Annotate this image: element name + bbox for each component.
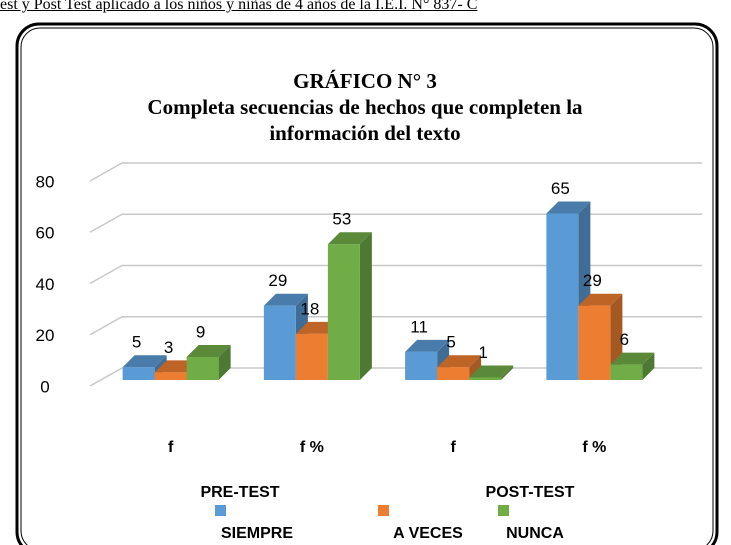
- legend-label: A VECES: [393, 525, 463, 542]
- value-label: 5: [132, 333, 141, 352]
- bar-side: [218, 344, 231, 380]
- bar: [327, 232, 372, 380]
- bar-top: [610, 352, 655, 365]
- legend-label: NUNCA: [506, 525, 564, 542]
- bar-top: [186, 344, 231, 357]
- bar-front: [295, 333, 328, 380]
- grid-line: [89, 213, 702, 233]
- bar-top: [263, 293, 308, 306]
- group-label: PRE-TEST: [200, 484, 279, 501]
- bar-top: [405, 339, 450, 352]
- value-label: 29: [268, 271, 287, 290]
- grid-line: [89, 162, 702, 182]
- value-label: 1: [478, 343, 487, 362]
- bar-front: [327, 244, 360, 380]
- grid-line: [89, 264, 702, 285]
- value-label: 11: [410, 317, 428, 336]
- bar: [186, 344, 231, 380]
- frame: [15, 22, 719, 545]
- bar-side: [642, 352, 655, 380]
- bar-front: [122, 367, 155, 380]
- y-tick-label: 40: [36, 275, 55, 294]
- bar: [437, 355, 482, 380]
- bar-top: [122, 355, 167, 368]
- y-tick-label: 80: [36, 172, 55, 191]
- x-tick-label: f: [450, 439, 456, 456]
- bar-front: [546, 213, 579, 380]
- bar-front: [154, 372, 187, 380]
- chart-subtitle: Completa secuencias de hechos que comple…: [147, 95, 583, 145]
- bar-top: [327, 232, 372, 245]
- value-label: 53: [332, 210, 351, 229]
- bar-front: [578, 305, 611, 380]
- bar-top: [578, 293, 623, 306]
- value-label: 3: [164, 338, 173, 357]
- value-label: 5: [446, 333, 455, 352]
- bar-top: [546, 201, 591, 214]
- caption: est y Post Test aplicado a los niños y n…: [0, 0, 478, 13]
- bar: [469, 365, 514, 380]
- x-tick-label: f %: [582, 439, 606, 456]
- value-label: 18: [300, 299, 319, 318]
- bar-top: [437, 355, 482, 368]
- group-label: POST-TEST: [486, 484, 575, 501]
- bar-side: [359, 232, 372, 380]
- value-label: 29: [583, 271, 602, 290]
- bar-front: [405, 351, 438, 380]
- bar-front: [186, 356, 219, 380]
- title-block: GRÁFICO N° 3 Completa secuencias de hech…: [140, 68, 590, 146]
- legend-swatch: [215, 505, 226, 516]
- bar: [610, 352, 655, 380]
- legend-swatch: [378, 505, 389, 516]
- value-label: 9: [196, 322, 205, 341]
- x-tick-label: f: [168, 439, 174, 456]
- y-tick-label: 60: [36, 224, 55, 243]
- y-tick-label: 20: [36, 326, 55, 345]
- bar-front: [469, 377, 502, 380]
- bar-top: [469, 365, 514, 378]
- value-label: 65: [551, 179, 570, 198]
- bar-side: [469, 355, 482, 380]
- y-tick-label: 0: [40, 377, 49, 396]
- bar-front: [437, 367, 470, 380]
- bar-front: [610, 364, 643, 380]
- bar-front: [263, 305, 296, 380]
- chart-title: GRÁFICO N° 3: [293, 69, 437, 93]
- frame-inner: [20, 27, 714, 545]
- bar-side: [501, 365, 514, 380]
- x-tick-label: f %: [300, 439, 324, 456]
- grid-line: [89, 316, 702, 336]
- legend-label: SIEMPRE: [221, 525, 293, 542]
- legend-swatch: [498, 505, 509, 516]
- value-label: 6: [620, 330, 629, 349]
